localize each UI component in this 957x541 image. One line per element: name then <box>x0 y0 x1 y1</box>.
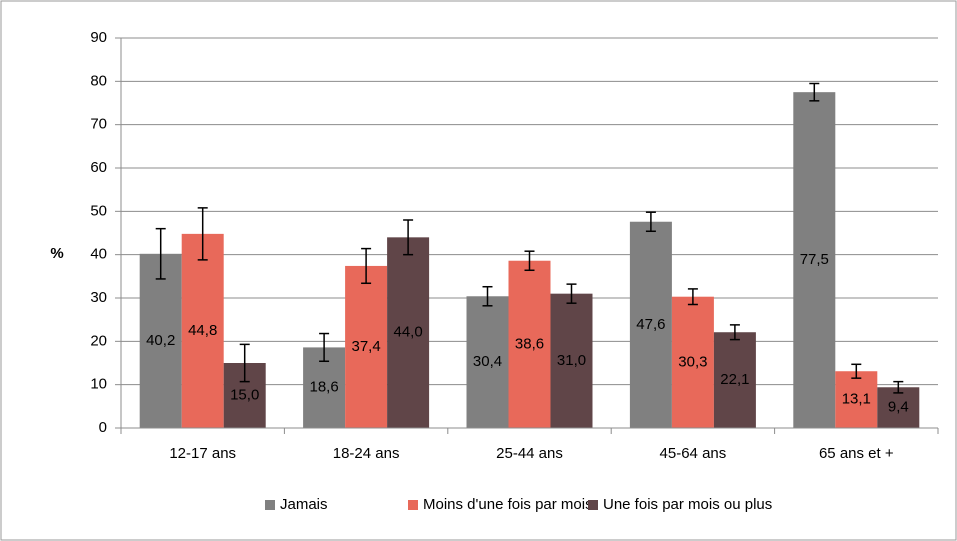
error-bar <box>645 211 656 233</box>
error-bar <box>239 343 250 383</box>
error-bar <box>524 250 535 272</box>
legend-swatch <box>265 500 275 510</box>
error-bar <box>809 82 820 102</box>
y-tick-label: 80 <box>90 72 107 89</box>
x-tick-label: 65 ans et + <box>819 445 894 462</box>
y-tick-label: 20 <box>90 332 107 349</box>
error-bar <box>361 247 372 285</box>
bar <box>139 253 182 428</box>
bar <box>387 237 430 428</box>
data-label: 47,6 <box>636 316 665 333</box>
data-label: 31,0 <box>557 352 586 369</box>
x-tick-label: 18-24 ans <box>333 445 400 462</box>
bar <box>466 296 509 428</box>
y-tick-label: 10 <box>90 376 107 393</box>
x-tick-label: 12-17 ans <box>169 445 236 462</box>
error-bar <box>851 363 862 379</box>
bar <box>181 233 224 428</box>
bar <box>508 260 551 428</box>
data-label: 22,1 <box>720 371 749 388</box>
data-label: 18,6 <box>309 379 338 396</box>
legend-label: Moins d'une fois par mois <box>423 496 593 513</box>
data-label: 40,2 <box>146 332 175 349</box>
y-tick-label: 60 <box>90 159 107 176</box>
error-bar <box>893 380 904 394</box>
legend-swatch <box>588 500 598 510</box>
data-label: 13,1 <box>842 391 871 408</box>
y-tick-label: 50 <box>90 202 107 219</box>
bar <box>671 296 714 428</box>
bar <box>835 371 878 428</box>
data-label: 38,6 <box>515 335 544 352</box>
error-bar <box>319 332 330 363</box>
error-bar <box>482 285 493 307</box>
y-tick-label: 0 <box>99 419 107 436</box>
y-axis-label: % <box>50 245 63 262</box>
data-label: 30,3 <box>678 353 707 370</box>
error-bar <box>403 219 414 256</box>
y-tick-label: 40 <box>90 246 107 263</box>
bar <box>345 265 388 428</box>
x-tick-label: 25-44 ans <box>496 445 563 462</box>
bar <box>550 293 593 428</box>
bar <box>629 221 672 428</box>
bar <box>713 332 756 428</box>
data-label: 37,4 <box>351 338 380 355</box>
y-tick-label: 30 <box>90 289 107 306</box>
data-label: 15,0 <box>230 386 259 403</box>
error-bar <box>155 227 166 280</box>
error-bar <box>729 324 740 341</box>
error-bar <box>687 288 698 306</box>
data-label: 30,4 <box>473 353 502 370</box>
data-label: 9,4 <box>888 399 909 416</box>
y-tick-label: 70 <box>90 116 107 133</box>
legend-label: Jamais <box>280 496 328 513</box>
data-label: 44,8 <box>188 322 217 339</box>
data-label: 44,0 <box>393 324 422 341</box>
error-bar <box>566 283 577 304</box>
bar <box>877 387 920 428</box>
data-label: 77,5 <box>800 251 829 268</box>
x-tick-label: 45-64 ans <box>660 445 727 462</box>
legend-swatch <box>408 500 418 510</box>
error-bar <box>197 207 208 261</box>
legend-label: Une fois par mois ou plus <box>603 496 772 513</box>
y-tick-label: 90 <box>90 29 107 46</box>
bar <box>793 92 836 429</box>
